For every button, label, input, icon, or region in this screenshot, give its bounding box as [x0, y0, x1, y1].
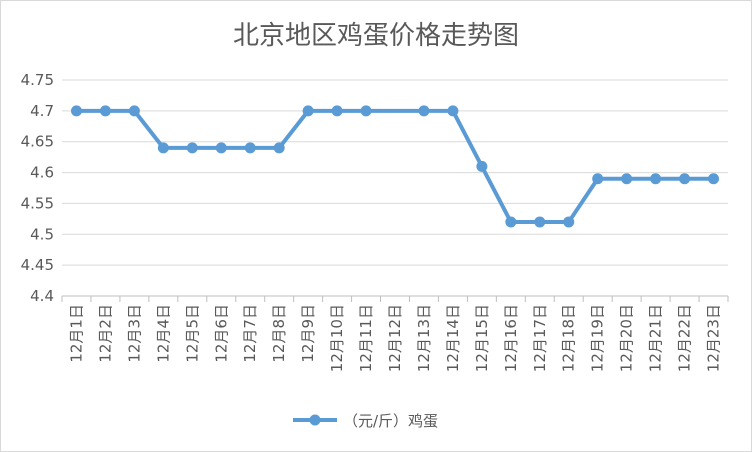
chart-title: 北京地区鸡蛋价格走势图	[233, 21, 519, 51]
data-point	[273, 142, 285, 154]
data-point	[476, 160, 488, 172]
series-line	[70, 105, 720, 228]
data-point	[157, 142, 169, 154]
x-tick-label: 12月4日	[154, 304, 172, 363]
x-tick-label: 12月7日	[241, 304, 259, 363]
x-tick-label: 12月21日	[647, 304, 665, 372]
data-point	[447, 105, 459, 117]
data-point	[505, 216, 517, 228]
data-point	[186, 142, 198, 154]
data-point	[592, 173, 604, 185]
x-tick-label: 12月14日	[444, 304, 462, 372]
series-polyline	[76, 108, 714, 224]
x-tick-label: 12月12日	[386, 304, 404, 372]
y-tick-label: 4.65	[21, 133, 54, 151]
data-point	[302, 105, 314, 117]
data-point	[708, 173, 720, 185]
data-point	[679, 173, 691, 185]
x-tick-label: 12月11日	[357, 304, 375, 372]
data-point	[128, 105, 140, 117]
x-tick-label: 12月6日	[212, 304, 230, 363]
data-point	[215, 142, 227, 154]
y-tick-label: 4.5	[30, 225, 54, 243]
x-tick-label: 12月19日	[589, 304, 607, 372]
data-point	[70, 105, 82, 117]
x-tick-label: 12月13日	[415, 304, 433, 372]
data-point	[360, 105, 372, 117]
x-tick-label: 12月8日	[270, 304, 288, 363]
x-tick-label: 12月2日	[96, 304, 114, 363]
y-tick-label: 4.6	[30, 164, 54, 182]
x-tick-label: 12月15日	[473, 304, 491, 372]
data-point	[244, 142, 256, 154]
x-tick-label: 12月10日	[328, 304, 346, 372]
x-tick-label: 12月5日	[183, 304, 201, 363]
y-tick-label: 4.7	[30, 102, 54, 120]
x-tick-label: 12月22日	[676, 304, 694, 372]
data-point	[563, 216, 575, 228]
legend: （元/斤）鸡蛋	[293, 412, 438, 430]
y-axis: 4.4 4.45 4.5 4.55 4.6 4.65 4.7 4.75	[21, 71, 54, 305]
y-tick-label: 4.55	[21, 194, 54, 212]
x-tick-label: 12月20日	[618, 304, 636, 372]
x-tick-label: 12月3日	[125, 304, 143, 363]
data-point	[331, 105, 343, 117]
x-tick-label: 12月16日	[502, 304, 520, 372]
data-point	[418, 105, 430, 117]
legend-point-marker	[309, 414, 321, 426]
data-point	[534, 216, 546, 228]
x-tick-label: 12月9日	[299, 304, 317, 363]
y-tick-label: 4.75	[21, 71, 54, 89]
x-tick-label: 12月1日	[67, 304, 85, 363]
grid-lines	[62, 79, 728, 266]
x-tick-label: 12月23日	[705, 304, 723, 372]
y-tick-label: 4.45	[21, 256, 54, 274]
data-point	[650, 173, 662, 185]
legend-label: （元/斤）鸡蛋	[343, 412, 438, 430]
x-tick-label: 12月17日	[531, 304, 549, 372]
y-tick-label: 4.4	[30, 287, 54, 305]
data-point	[99, 105, 111, 117]
data-point	[621, 173, 633, 185]
x-axis: 12月1日 12月2日 12月3日 12月4日 12月5日 12月6日 12月7日 12月8日…	[61, 295, 729, 372]
x-tick-label: 12月18日	[560, 304, 578, 372]
